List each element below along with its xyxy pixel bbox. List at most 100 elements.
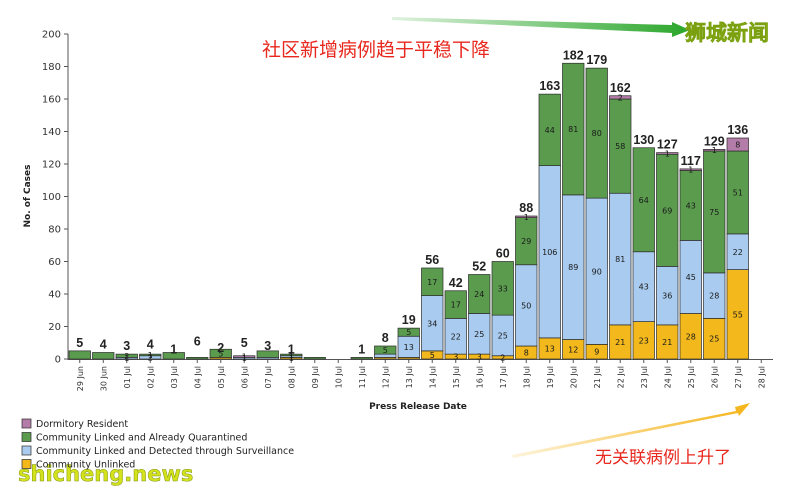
segment-value-label: 1 [289, 354, 294, 363]
bar-segment [703, 149, 726, 152]
segment-value-label: 29 [521, 237, 531, 246]
x-tick-label: 12 Jul [381, 366, 390, 388]
segment-value-label: 51 [733, 188, 743, 197]
legend-swatch [21, 432, 32, 442]
segment-value-label: 69 [662, 206, 672, 215]
x-tick-label: 09 Jul [311, 366, 320, 388]
total-value-label: 130 [633, 133, 654, 147]
segment-value-label: 13 [404, 343, 414, 352]
x-tick-label: 17 Jul [499, 366, 508, 388]
x-tick-label: 02 Jul [146, 366, 155, 388]
segment-value-label: 24 [474, 290, 484, 299]
segment-value-label: 89 [568, 263, 578, 272]
segment-value-label: 28 [686, 332, 696, 341]
x-axis-title: Press Release Date [369, 402, 467, 412]
bar-segment [68, 350, 91, 360]
segment-value-label: 81 [568, 125, 578, 134]
total-value-label: 4 [100, 338, 107, 352]
bar-segment [656, 152, 679, 155]
x-tick-label: 21 Jul [593, 366, 602, 388]
segment-value-label: 9 [594, 348, 599, 357]
bar-segment [256, 350, 279, 358]
y-axis: 0 20 40 60 80 100 120 140 160 180 200 [42, 30, 69, 366]
x-tick-label: 07 Jul [264, 366, 273, 388]
segment-value-label: 25 [474, 330, 484, 339]
segment-value-label: 8 [735, 141, 740, 150]
y-tick-label: 180 [42, 62, 61, 73]
y-tick-label: 60 [48, 257, 61, 268]
total-value-label: 19 [402, 313, 416, 327]
x-tick-label: 08 Jul [287, 366, 296, 388]
bar-segment [350, 357, 373, 360]
total-value-label: 1 [358, 342, 365, 356]
segment-value-label: 34 [427, 319, 437, 328]
total-value-label: 8 [382, 331, 389, 345]
segment-value-label: 22 [733, 248, 743, 257]
total-value-label: 5 [76, 336, 83, 350]
x-tick-label: 26 Jul [710, 366, 719, 388]
x-tick-label: 13 Jul [405, 366, 414, 388]
bar-segment [468, 274, 491, 314]
bar-segment [303, 357, 326, 360]
legend-swatch [21, 418, 32, 429]
segment-value-label: 43 [686, 201, 696, 210]
x-tick-label: 15 Jul [452, 366, 461, 388]
segment-value-label: 23 [639, 336, 649, 345]
x-axis: 29 Jun 30 Jun 01 Jul 02 Jul 03 Jul 04 Jul 05 J… [68, 359, 773, 391]
segment-value-label: 22 [451, 332, 461, 341]
segment-value-label: 1 [289, 353, 294, 362]
bar-segment [397, 327, 420, 337]
segment-value-label: 106 [542, 248, 557, 257]
total-value-label: 3 [123, 339, 130, 353]
total-value-label: 163 [539, 79, 560, 93]
segment-value-label: 17 [427, 278, 437, 287]
bar-segment [233, 355, 256, 358]
segment-value-label: 21 [662, 338, 672, 347]
segment-value-label: 64 [639, 196, 649, 205]
bar-segment [585, 67, 608, 199]
total-value-label: 5 [241, 336, 248, 350]
segment-value-label: 1 [124, 354, 129, 363]
segment-value-label: 50 [521, 301, 531, 310]
bar-segment [92, 352, 115, 360]
segment-value-label: 28 [709, 292, 719, 301]
total-value-label: 4 [147, 338, 154, 352]
x-tick-label: 10 Jul [334, 366, 343, 388]
total-value-label: 162 [610, 81, 631, 95]
segment-value-label: 43 [639, 283, 649, 292]
segment-value-label: 25 [498, 331, 508, 340]
segment-value-label: 13 [545, 344, 555, 353]
chart-legend: Dormitory Resident Community Linked and A… [21, 418, 294, 471]
x-axis-ticks: 29 Jun 30 Jun 01 Jul 02 Jul 03 Jul 04 Jul 05 J… [76, 359, 766, 391]
bar-segment [115, 353, 138, 358]
legend-entry-label: Community Linked and Already Quarantined [36, 433, 247, 444]
x-tick-label: 20 Jul [569, 366, 578, 388]
segment-value-label: 5 [430, 351, 435, 360]
x-tick-label: 19 Jul [546, 366, 555, 388]
x-tick-label: 11 Jul [358, 366, 367, 388]
segment-value-label: 1 [688, 166, 693, 175]
bar-segment [186, 357, 209, 360]
bar-segment [444, 290, 467, 319]
x-tick-label: 04 Jul [193, 366, 202, 388]
y-tick-label: 40 [48, 290, 61, 301]
bar-segment [162, 352, 185, 360]
total-value-label: 136 [727, 123, 748, 137]
segment-value-label: 44 [545, 126, 555, 135]
bar-segment [139, 353, 162, 357]
x-tick-label: 30 Jun [99, 366, 108, 391]
bar-stacks [68, 62, 749, 360]
segment-value-label: 2 [124, 352, 129, 361]
bar-segment [374, 345, 397, 355]
trend-down-arrow [392, 17, 690, 37]
total-value-label: 129 [704, 134, 725, 148]
segment-value-label: 17 [451, 301, 461, 310]
segment-value-label: 33 [498, 284, 508, 293]
segment-value-label: 80 [592, 129, 602, 138]
y-tick-label: 80 [48, 225, 61, 236]
x-tick-label: 18 Jul [522, 366, 531, 388]
total-value-label: 2 [217, 341, 224, 355]
x-tick-label: 01 Jul [123, 366, 132, 388]
